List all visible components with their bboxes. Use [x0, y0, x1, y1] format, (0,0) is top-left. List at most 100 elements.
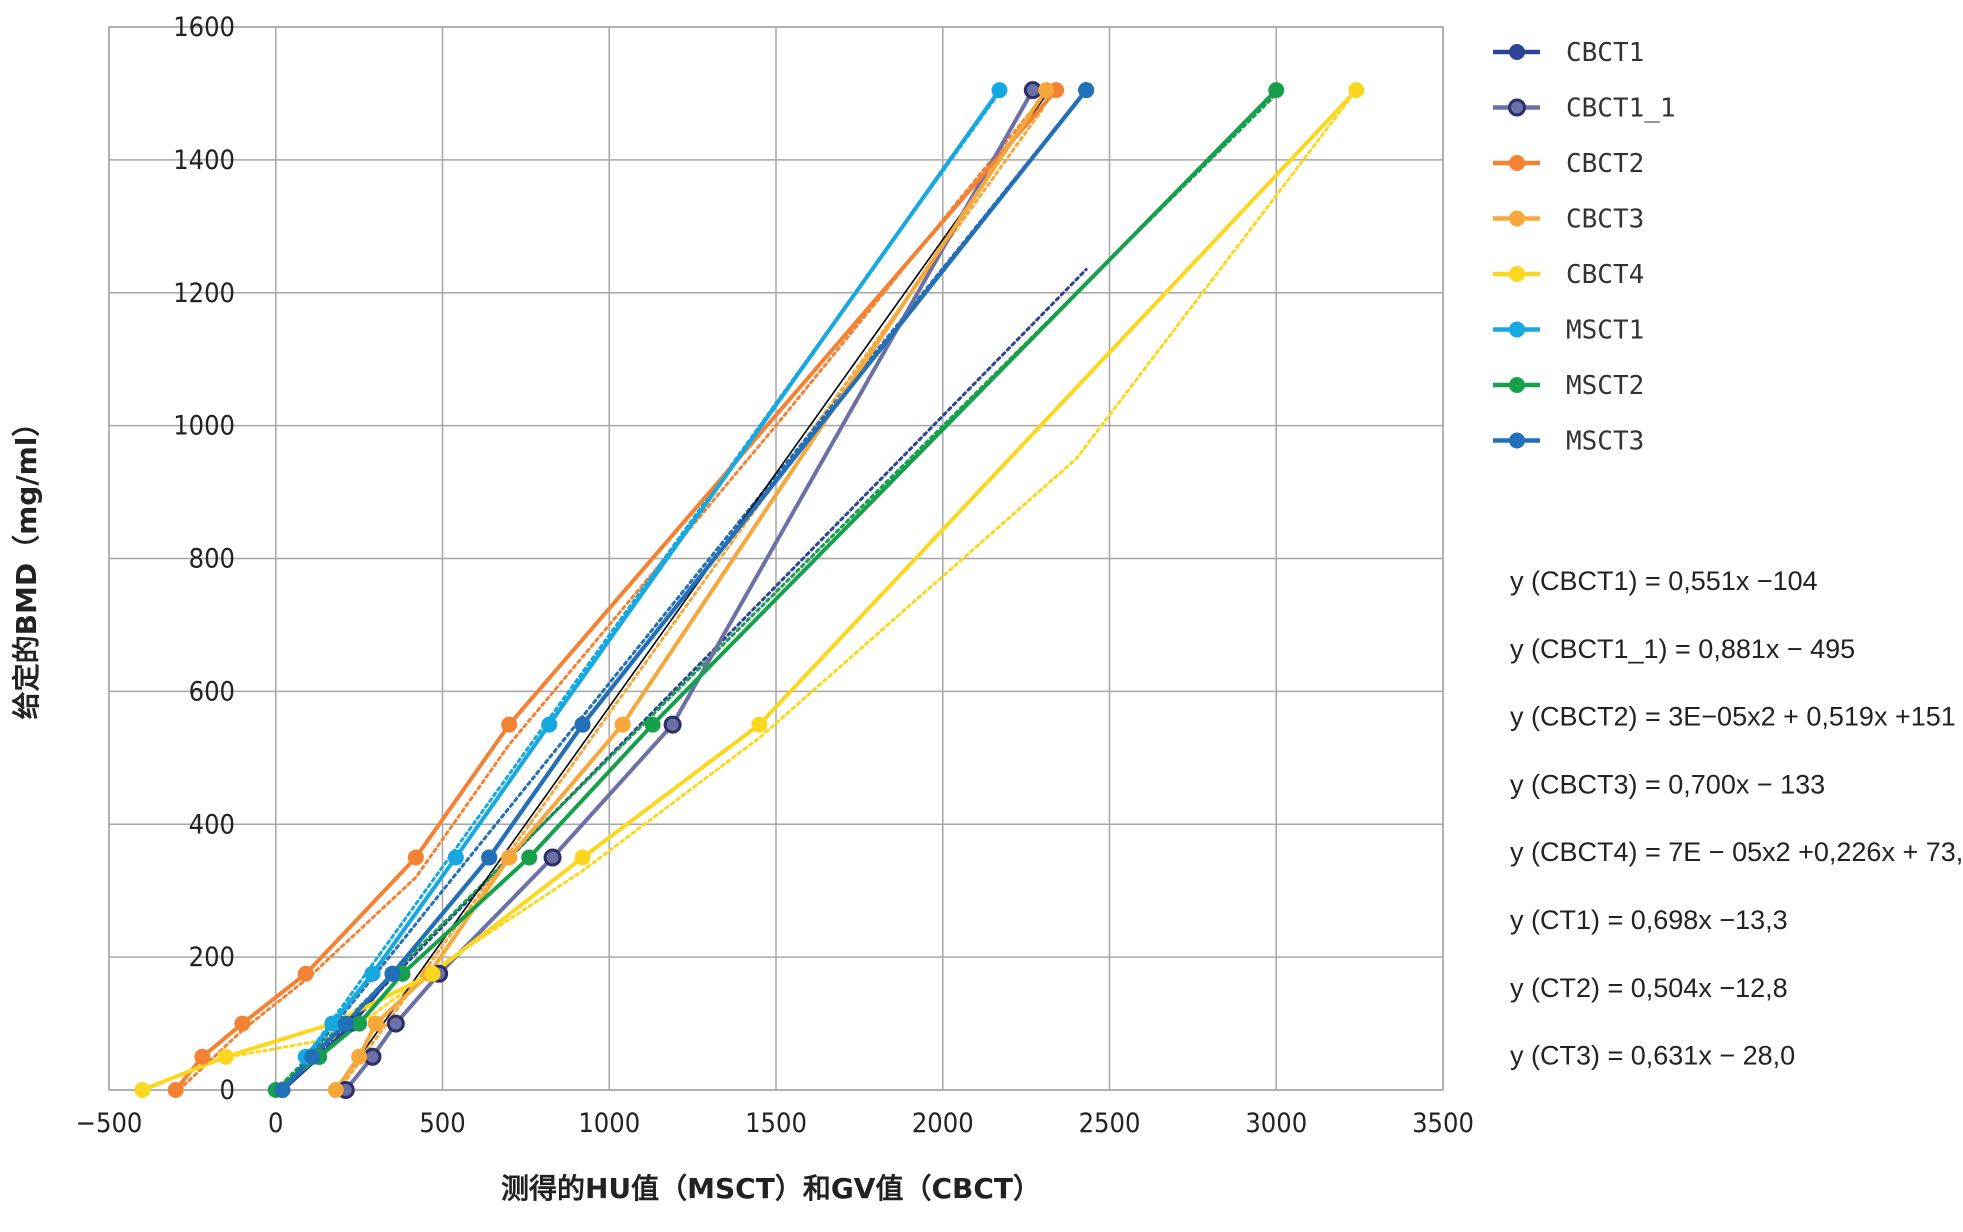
- series-lines: [141, 88, 1358, 1092]
- equation-text: y (CBCT2) = 3E−05x2 + 0,519x +151: [1510, 702, 1956, 732]
- data-point-msct1: [991, 82, 1008, 99]
- data-point-cbct4: [1348, 82, 1365, 99]
- data-point-cbct4: [574, 849, 591, 866]
- x-axis-ticks: −500 0 500 1000 1500 2000 2500 3000 3500: [76, 1108, 1474, 1139]
- data-point-msct2: [644, 716, 661, 733]
- series-line-cbct2: [174, 88, 1058, 1092]
- data-point-cbct3: [614, 716, 631, 733]
- legend-item-cbct1: CBCT1: [1493, 38, 1644, 68]
- data-point-msct3: [337, 1015, 354, 1032]
- legend: CBCT1 CBCT1_1 CBCT2 CBCT3 CBCT4 MSCT1 MSCT2 MSC…: [1493, 38, 1676, 457]
- legend-swatch-marker: [1508, 98, 1526, 117]
- legend-swatch-marker: [1509, 377, 1525, 393]
- data-point-cbct1-1: [363, 1047, 382, 1066]
- legend-swatch-marker: [1509, 321, 1525, 338]
- legend-item-cbct4: CBCT4: [1493, 260, 1644, 290]
- legend-item-msct2: MSCT2: [1493, 371, 1644, 401]
- y-tick-label: 0: [220, 1075, 235, 1106]
- legend-label: CBCT1: [1566, 38, 1644, 68]
- x-tick-label: 2500: [1079, 1108, 1141, 1139]
- x-axis-title: 测得的HU值（MSCT）和GV值（CBCT）: [501, 1172, 1041, 1205]
- data-point-cbct3: [367, 1015, 384, 1032]
- data-point-cbct2: [297, 965, 314, 982]
- data-point-cbct1-1: [543, 848, 562, 867]
- data-point-cbct1-1: [386, 1014, 405, 1033]
- data-point-cbct3: [351, 1048, 368, 1065]
- series-markers: [134, 81, 1365, 1099]
- data-point-cbct3: [501, 849, 518, 866]
- data-point-msct1: [364, 965, 381, 982]
- data-point-cbct2: [194, 1048, 211, 1065]
- data-point-cbct2: [407, 849, 424, 866]
- x-tick-label: 3000: [1245, 1108, 1307, 1139]
- y-tick-label: 400: [189, 809, 235, 840]
- x-tick-label: 500: [419, 1108, 465, 1139]
- data-point-msct3: [304, 1048, 321, 1065]
- y-tick-label: 600: [189, 676, 235, 707]
- legend-label: MSCT2: [1566, 371, 1644, 401]
- legend-item-cbct2: CBCT2: [1493, 149, 1644, 179]
- y-tick-label: 1200: [173, 278, 235, 309]
- equation-text: y (CT1) = 0,698x −13,3: [1510, 905, 1788, 935]
- legend-label: CBCT2: [1566, 149, 1644, 179]
- data-point-cbct4: [134, 1082, 151, 1098]
- trendline-cbct3: [337, 107, 1045, 1092]
- x-tick-label: 3500: [1412, 1108, 1474, 1139]
- x-tick-label: 2000: [912, 1108, 974, 1139]
- legend-swatch-marker: [1509, 44, 1525, 60]
- data-point-cbct4: [424, 965, 441, 982]
- data-point-msct1: [541, 716, 558, 733]
- legend-label: MSCT1: [1566, 316, 1644, 346]
- data-point-cbct3: [1038, 82, 1055, 99]
- legend-label: CBCT1_1: [1566, 94, 1676, 124]
- data-point-msct2: [521, 849, 538, 866]
- x-tick-label: 1500: [745, 1108, 807, 1139]
- data-point-cbct1-1: [1023, 81, 1042, 100]
- y-tick-label: 1600: [173, 12, 235, 43]
- y-tick-label: 1400: [173, 145, 235, 176]
- y-tick-label: 800: [189, 544, 235, 575]
- legend-item-cbct3: CBCT3: [1493, 205, 1644, 235]
- legend-swatch-marker: [1509, 210, 1525, 227]
- trend-lines: [177, 88, 1358, 1092]
- data-point-msct3: [1078, 82, 1095, 99]
- data-point-msct3: [481, 849, 498, 866]
- data-point-cbct1-1: [663, 715, 682, 734]
- legend-item-cbct1-1: CBCT1_1: [1493, 94, 1676, 124]
- trendline-msct3: [280, 88, 1088, 1092]
- data-point-msct1: [324, 1015, 341, 1032]
- data-point-msct3: [574, 716, 591, 733]
- data-point-cbct4: [217, 1048, 234, 1065]
- y-tick-label: 200: [189, 942, 235, 973]
- data-point-cbct2: [234, 1015, 251, 1032]
- legend-label: MSCT3: [1566, 427, 1644, 457]
- data-point-msct2: [351, 1015, 368, 1032]
- data-point-cbct4: [751, 716, 768, 733]
- data-point-msct3: [274, 1082, 291, 1098]
- grid: [108, 26, 1444, 1091]
- data-point-msct3: [384, 965, 401, 982]
- equation-text: y (CT2) = 0,504x −12,8: [1510, 973, 1788, 1003]
- data-point-cbct2: [501, 716, 518, 733]
- legend-label: CBCT3: [1566, 205, 1644, 235]
- data-point-msct1: [447, 849, 464, 866]
- data-point-cbct3: [327, 1082, 344, 1098]
- trendline-cbct2: [177, 95, 1045, 1092]
- data-point-msct2: [1268, 82, 1285, 99]
- equation-text: y (CBCT4) = 7E − 05x2 +0,226x + 73,9: [1510, 837, 1963, 867]
- equation-text: y (CBCT1) = 0,551x −104: [1510, 566, 1818, 596]
- equations: y (CBCT1) = 0,551x −104 y (CBCT1_1) = 0,8…: [1510, 566, 1963, 1071]
- x-tick-label: 0: [268, 1108, 283, 1139]
- legend-item-msct1: MSCT1: [1493, 316, 1644, 346]
- data-point-cbct2: [167, 1082, 184, 1098]
- trendline-cbct1: [280, 268, 1088, 1092]
- legend-swatch-marker: [1509, 155, 1525, 171]
- legend-swatch-marker: [1509, 432, 1525, 449]
- equation-text: y (CT3) = 0,631x − 28,0: [1510, 1041, 1795, 1071]
- equation-text: y (CBCT3) = 0,700x − 133: [1510, 769, 1825, 799]
- y-tick-label: 1000: [173, 411, 235, 442]
- legend-swatch-marker: [1509, 266, 1525, 282]
- x-tick-label: 1000: [578, 1108, 640, 1139]
